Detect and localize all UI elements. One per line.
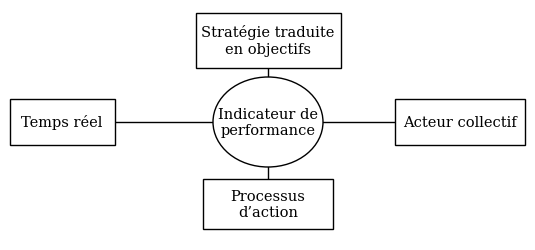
FancyBboxPatch shape <box>10 100 114 146</box>
Text: Acteur collectif: Acteur collectif <box>403 116 517 130</box>
Text: Temps réel: Temps réel <box>21 115 103 130</box>
FancyBboxPatch shape <box>195 14 340 68</box>
FancyBboxPatch shape <box>395 100 525 146</box>
Text: Indicateur de
performance: Indicateur de performance <box>218 108 318 138</box>
Ellipse shape <box>213 78 323 167</box>
Text: Processus
d’action: Processus d’action <box>231 189 305 219</box>
Text: Stratégie traduite
en objectifs: Stratégie traduite en objectifs <box>201 25 335 56</box>
FancyBboxPatch shape <box>203 179 333 229</box>
